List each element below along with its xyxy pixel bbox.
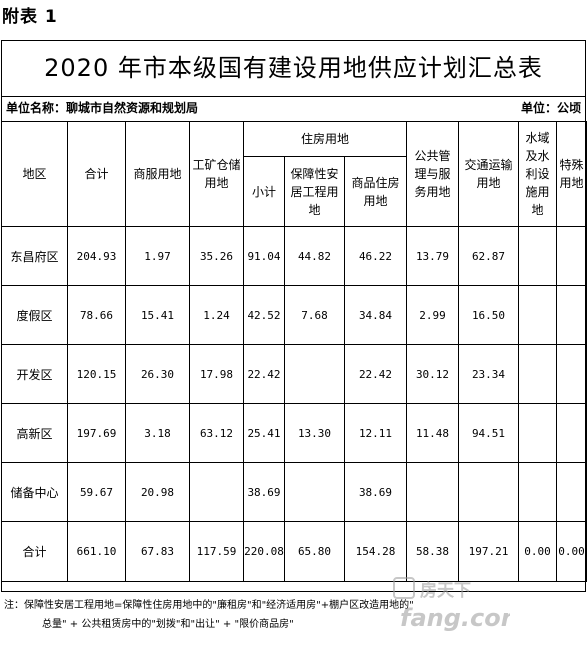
cell-region: 高新区 (1, 403, 68, 463)
header-total: 合计 (67, 121, 126, 227)
cell-subtotal: 42.52 (243, 285, 285, 345)
cell-region: 合计 (1, 521, 68, 582)
cell-water (518, 285, 557, 345)
cell-special (556, 344, 587, 404)
cell-water (518, 403, 557, 463)
cell-commodity: 34.84 (344, 285, 407, 345)
svg-text:房天下: 房天下 (420, 580, 471, 601)
table-row: 合计 661.10 67.83 117.59 220.08 65.80 154.28 58.3… (1, 521, 587, 582)
cell-commodity: 38.69 (344, 462, 407, 522)
header-transport: 交通运输用地 (458, 121, 519, 227)
table-row: 高新区 197.69 3.18 63.12 25.41 13.30 12.11 11.48 94… (1, 403, 587, 463)
cell-special (556, 403, 587, 463)
cell-affordable: 44.82 (284, 226, 345, 286)
cell-commercial: 1.97 (125, 226, 190, 286)
svg-text:fang.com: fang.com (400, 604, 510, 632)
cell-total: 197.69 (67, 403, 126, 463)
cell-transport: 197.21 (458, 521, 519, 582)
table-row: 度假区 78.66 15.41 1.24 42.52 7.68 34.84 2.99 16.50 (1, 285, 587, 345)
cell-commodity: 12.11 (344, 403, 407, 463)
unit-name: 单位名称：聊城市自然资源和规划局 (6, 101, 199, 115)
cell-public: 30.12 (406, 344, 459, 404)
cell-affordable (284, 462, 345, 522)
cell-public: 2.99 (406, 285, 459, 345)
cell-industrial: 1.24 (189, 285, 244, 345)
cell-public: 13.79 (406, 226, 459, 286)
cell-industrial: 63.12 (189, 403, 244, 463)
cell-water: 0.00 (518, 521, 557, 582)
cell-commercial: 20.98 (125, 462, 190, 522)
cell-transport: 16.50 (458, 285, 519, 345)
cell-affordable: 65.80 (284, 521, 345, 582)
cell-industrial: 117.59 (189, 521, 244, 582)
table-row: 储备中心 59.67 20.98 38.69 38.69 (1, 462, 587, 522)
cell-transport: 23.34 (458, 344, 519, 404)
cell-region: 储备中心 (1, 462, 68, 522)
title-divider (1, 96, 586, 97)
cell-water (518, 226, 557, 286)
table-row: 开发区 120.15 26.30 17.98 22.42 22.42 30.12 23.34 (1, 344, 587, 404)
cell-industrial: 35.26 (189, 226, 244, 286)
land-supply-table: 地区 合计 商服用地 工矿仓储用地 住房用地 公共管理与服务用地 交通运输用地 … (1, 121, 587, 582)
cell-commodity: 22.42 (344, 344, 407, 404)
attachment-label: 附表 1 (2, 7, 58, 27)
cell-industrial: 17.98 (189, 344, 244, 404)
page-title: 2020 年市本级国有建设用地供应计划汇总表 (44, 54, 543, 82)
cell-total: 78.66 (67, 285, 126, 345)
cell-total: 204.93 (67, 226, 126, 286)
cell-commercial: 15.41 (125, 285, 190, 345)
cell-region: 度假区 (1, 285, 68, 345)
header-industrial: 工矿仓储用地 (189, 121, 244, 227)
cell-transport (458, 462, 519, 522)
cell-total: 59.67 (67, 462, 126, 522)
cell-commodity: 154.28 (344, 521, 407, 582)
cell-subtotal: 38.69 (243, 462, 285, 522)
cell-total: 120.15 (67, 344, 126, 404)
cell-affordable (284, 344, 345, 404)
cell-public: 58.38 (406, 521, 459, 582)
header-affordable: 保障性安居工程用地 (284, 156, 345, 227)
cell-region: 东昌府区 (1, 226, 68, 286)
cell-transport: 94.51 (458, 403, 519, 463)
cell-special (556, 226, 587, 286)
cell-special: 0.00 (556, 521, 587, 582)
cell-industrial (189, 462, 244, 522)
cell-affordable: 7.68 (284, 285, 345, 345)
footnote-line-1: 注：保障性安居工程用地=保障性住房用地中的"廉租房"和"经济适用房"+棚户区改造… (4, 600, 414, 611)
unit-measure: 单位：公顷 (520, 101, 581, 115)
cell-subtotal: 22.42 (243, 344, 285, 404)
cell-affordable: 13.30 (284, 403, 345, 463)
cell-subtotal: 91.04 (243, 226, 285, 286)
cell-subtotal: 220.08 (243, 521, 285, 582)
cell-special (556, 285, 587, 345)
cell-public (406, 462, 459, 522)
cell-commercial: 67.83 (125, 521, 190, 582)
cell-total: 661.10 (67, 521, 126, 582)
table-row: 东昌府区 204.93 1.97 35.26 91.04 44.82 46.22 13.79 6… (1, 226, 587, 286)
table-body: 东昌府区 204.93 1.97 35.26 91.04 44.82 46.22 13.79 6… (1, 226, 587, 582)
footnote-line-2: 总量" + 公共租赁房中的"划拨"和"出让" + "限价商品房" (42, 619, 294, 630)
header-commodity: 商品住房用地 (344, 156, 407, 227)
watermark-logo: 房天下 fang.com (392, 574, 526, 638)
cell-commercial: 3.18 (125, 403, 190, 463)
cell-water (518, 344, 557, 404)
cell-subtotal: 25.41 (243, 403, 285, 463)
cell-transport: 62.87 (458, 226, 519, 286)
cell-region: 开发区 (1, 344, 68, 404)
cell-public: 11.48 (406, 403, 459, 463)
header-water: 水域及水利设施用地 (518, 121, 557, 227)
cell-water (518, 462, 557, 522)
header-commercial: 商服用地 (125, 121, 190, 227)
header-housing-group: 住房用地 (243, 121, 407, 157)
header-public: 公共管理与服务用地 (406, 121, 459, 227)
cell-commodity: 46.22 (344, 226, 407, 286)
cell-special (556, 462, 587, 522)
header-subtotal: 小计 (243, 156, 285, 227)
footnote: 注：保障性安居工程用地=保障性住房用地中的"廉租房"和"经济适用房"+棚户区改造… (4, 596, 584, 634)
header-special: 特殊用地 (556, 121, 587, 227)
watermark-logo-graphic: 房天下 fang.com (393, 577, 526, 632)
header-region: 地区 (1, 121, 68, 227)
cell-commercial: 26.30 (125, 344, 190, 404)
